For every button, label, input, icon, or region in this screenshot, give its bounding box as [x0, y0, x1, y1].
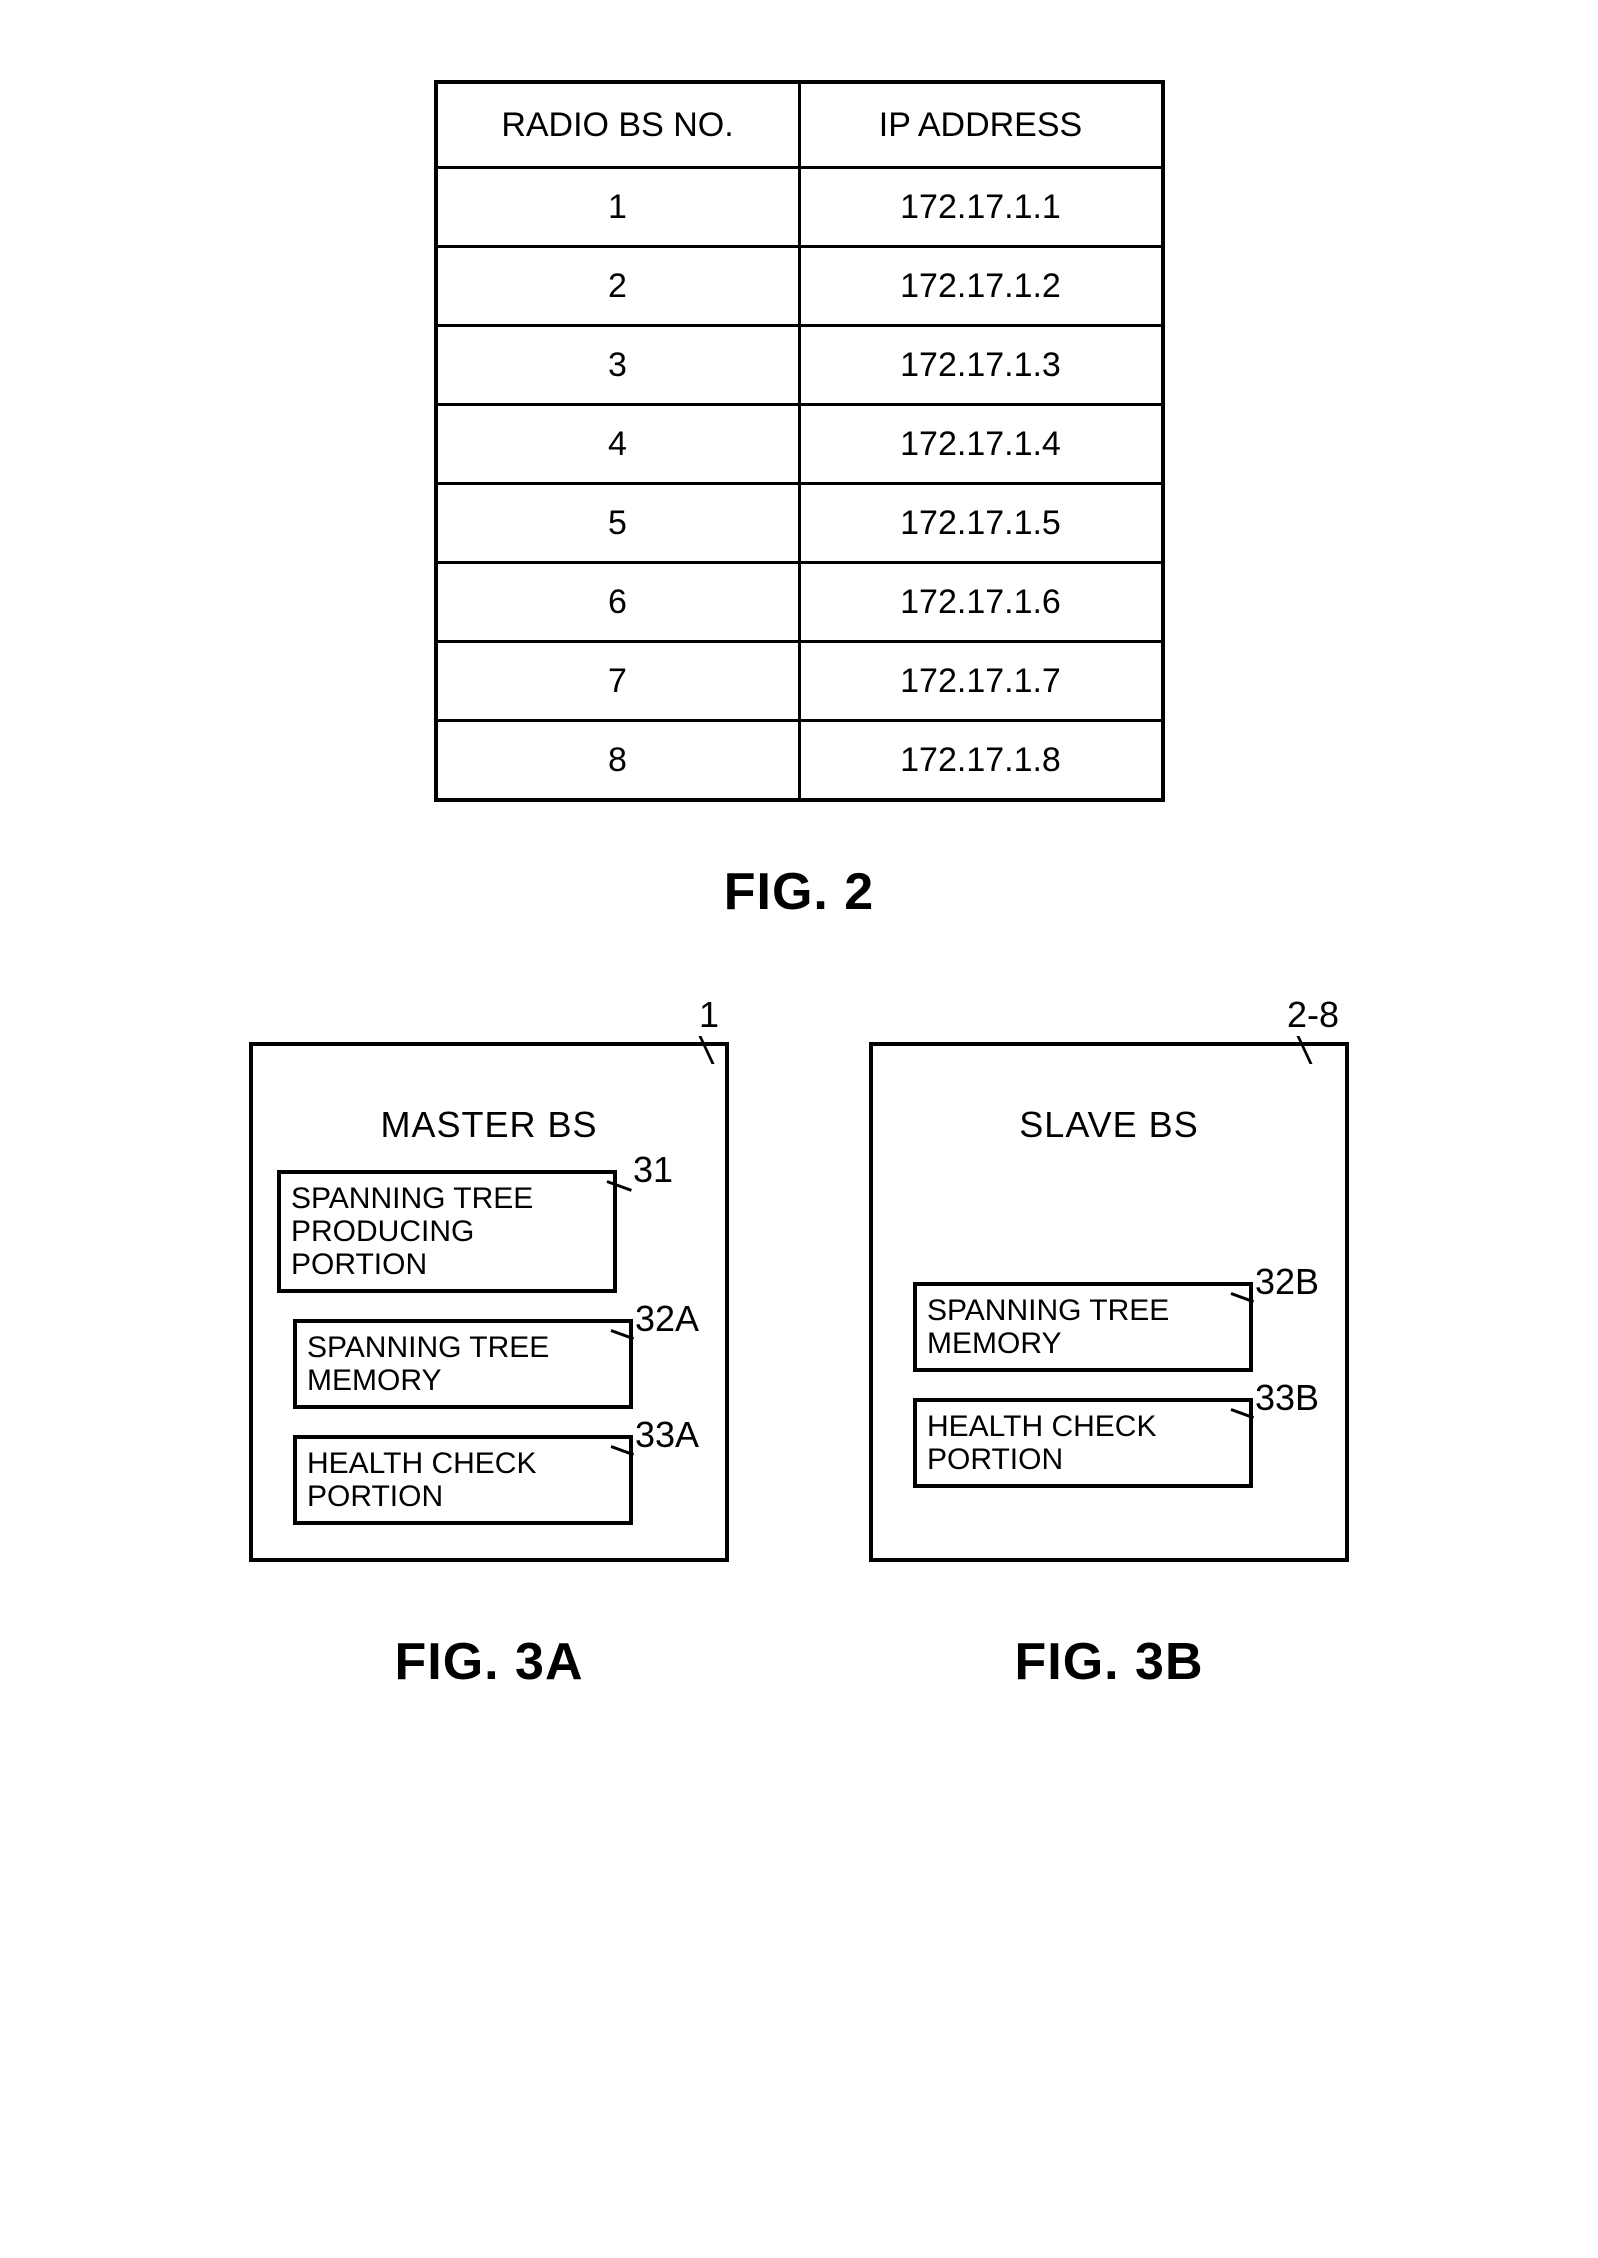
table-cell: 3	[436, 326, 800, 405]
table-cell: 172.17.1.5	[799, 484, 1163, 563]
slave-spacer	[897, 1170, 1321, 1256]
slave-column: 2-8 SLAVE BS SPANNING TREE MEMORY 32B HE…	[869, 1042, 1349, 1692]
block-text: SPANNING TREE PRODUCING PORTION	[291, 1182, 533, 1281]
spanning-tree-memory-block-b: SPANNING TREE MEMORY 32B	[913, 1282, 1253, 1372]
table-cell: 2	[436, 247, 800, 326]
ref-32b: 32B	[1255, 1262, 1319, 1302]
spanning-tree-producing-block: SPANNING TREE PRODUCING PORTION 31	[277, 1170, 617, 1293]
table-row: 6172.17.1.6	[436, 563, 1163, 642]
table-cell: 1	[436, 168, 800, 247]
ref-33b: 33B	[1255, 1378, 1319, 1418]
table-cell: 172.17.1.3	[799, 326, 1163, 405]
table-body: 1172.17.1.12172.17.1.23172.17.1.34172.17…	[436, 168, 1163, 801]
table-row: 3172.17.1.3	[436, 326, 1163, 405]
master-bs-box: MASTER BS SPANNING TREE PRODUCING PORTIO…	[249, 1042, 729, 1562]
table-cell: 172.17.1.6	[799, 563, 1163, 642]
col-header-ip: IP ADDRESS	[799, 82, 1163, 168]
spanning-tree-memory-block-a: SPANNING TREE MEMORY 32A	[293, 1319, 633, 1409]
master-box-wrap: 1 MASTER BS SPANNING TREE PRODUCING PORT…	[249, 1042, 729, 1562]
master-ref: 1	[699, 994, 719, 1036]
table-row: 7172.17.1.7	[436, 642, 1163, 721]
master-column: 1 MASTER BS SPANNING TREE PRODUCING PORT…	[249, 1042, 729, 1692]
table-row: 1172.17.1.1	[436, 168, 1163, 247]
table-cell: 4	[436, 405, 800, 484]
table-cell: 8	[436, 721, 800, 801]
table-cell: 172.17.1.2	[799, 247, 1163, 326]
slave-bs-box: SLAVE BS SPANNING TREE MEMORY 32B HEALTH…	[869, 1042, 1349, 1562]
table-cell: 172.17.1.1	[799, 168, 1163, 247]
table-header-row: RADIO BS NO. IP ADDRESS	[436, 82, 1163, 168]
table-row: 4172.17.1.4	[436, 405, 1163, 484]
health-check-block-a: HEALTH CHECK PORTION 33A	[293, 1435, 633, 1525]
ref-33a: 33A	[635, 1415, 699, 1455]
slave-ref: 2-8	[1287, 994, 1339, 1036]
block-text: SPANNING TREE MEMORY	[927, 1294, 1169, 1360]
table-row: 2172.17.1.2	[436, 247, 1163, 326]
table-row: 5172.17.1.5	[436, 484, 1163, 563]
table-cell: 6	[436, 563, 800, 642]
table-cell: 172.17.1.4	[799, 405, 1163, 484]
table-row: 8172.17.1.8	[436, 721, 1163, 801]
ref-31: 31	[633, 1150, 673, 1190]
col-header-bsno: RADIO BS NO.	[436, 82, 800, 168]
health-check-block-b: HEALTH CHECK PORTION 33B	[913, 1398, 1253, 1488]
fig3a-label: FIG. 3A	[394, 1632, 583, 1692]
slave-title: SLAVE BS	[897, 1104, 1321, 1146]
block-text: HEALTH CHECK PORTION	[927, 1410, 1156, 1476]
slave-box-wrap: 2-8 SLAVE BS SPANNING TREE MEMORY 32B HE…	[869, 1042, 1349, 1562]
fig2-label: FIG. 2	[40, 862, 1558, 922]
table-cell: 172.17.1.7	[799, 642, 1163, 721]
table-cell: 7	[436, 642, 800, 721]
ref-32a: 32A	[635, 1299, 699, 1339]
bs-ip-table: RADIO BS NO. IP ADDRESS 1172.17.1.12172.…	[434, 80, 1165, 802]
page: RADIO BS NO. IP ADDRESS 1172.17.1.12172.…	[40, 80, 1558, 1692]
block-text: SPANNING TREE MEMORY	[307, 1331, 549, 1397]
table-cell: 172.17.1.8	[799, 721, 1163, 801]
master-title: MASTER BS	[277, 1104, 701, 1146]
fig2-table-wrap: RADIO BS NO. IP ADDRESS 1172.17.1.12172.…	[40, 80, 1558, 802]
block-text: HEALTH CHECK PORTION	[307, 1447, 536, 1513]
fig3b-label: FIG. 3B	[1014, 1632, 1203, 1692]
fig3-row: 1 MASTER BS SPANNING TREE PRODUCING PORT…	[40, 1042, 1558, 1692]
table-cell: 5	[436, 484, 800, 563]
